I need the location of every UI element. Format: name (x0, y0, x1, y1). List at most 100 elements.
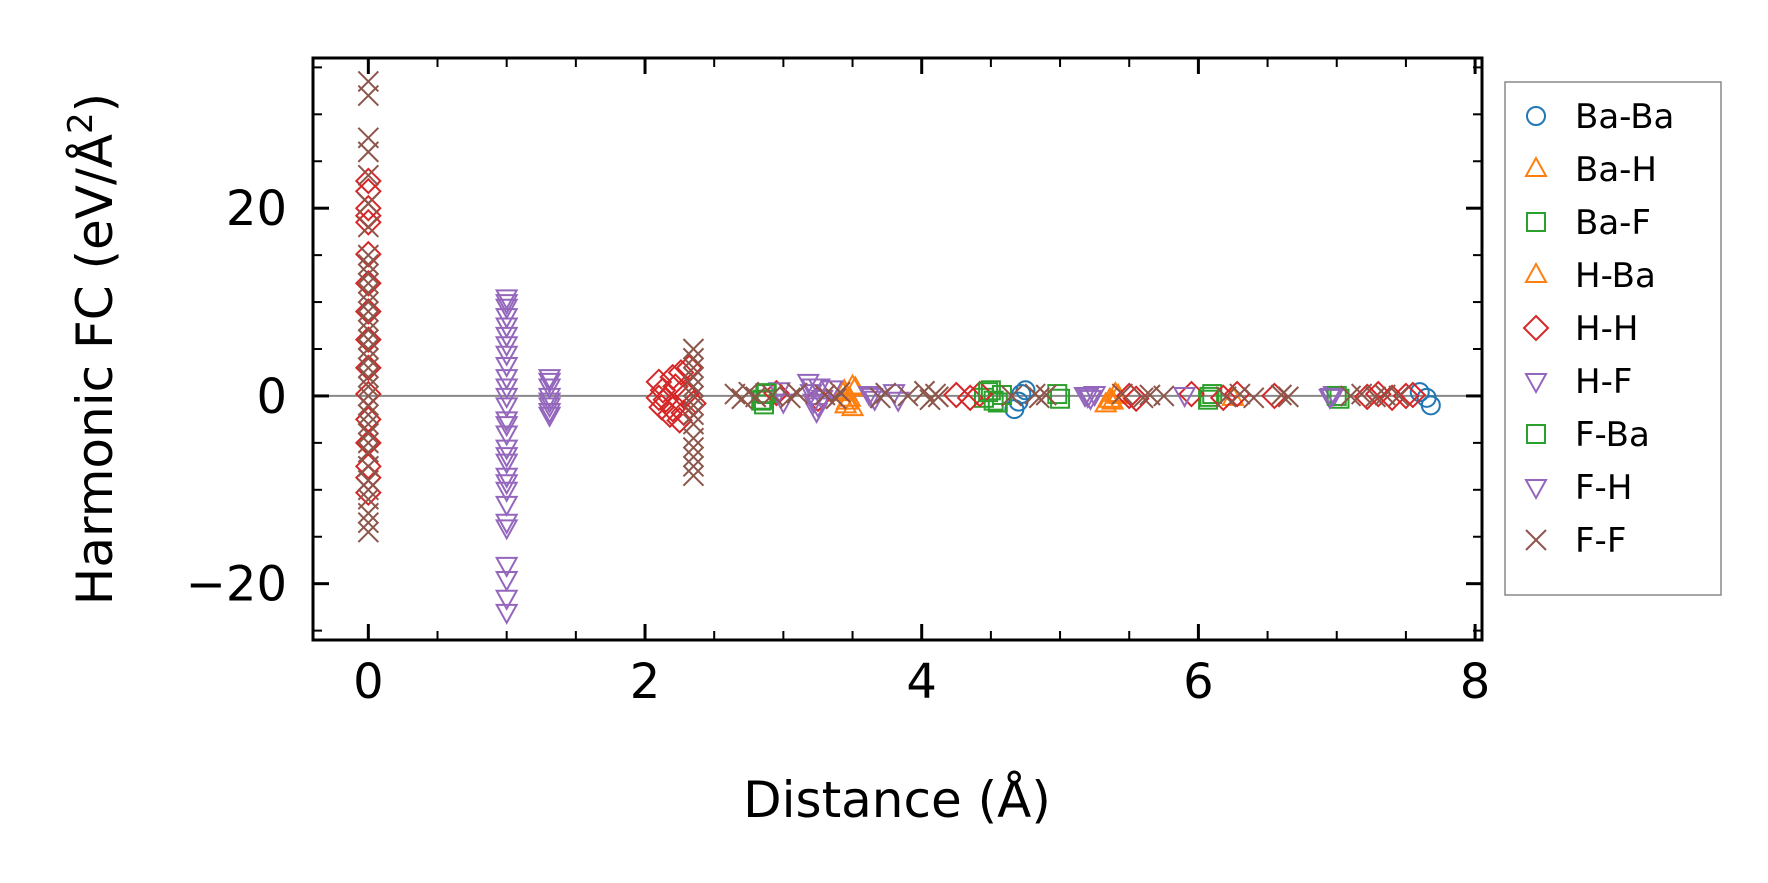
data-point-h-h (354, 452, 382, 480)
legend-label-f-f: F-F (1575, 521, 1626, 561)
x-tick-label: 2 (630, 654, 661, 710)
data-point-f-f (1035, 384, 1057, 406)
data-point-f-f (357, 216, 380, 238)
y-axis-title-superscript: 2 (61, 112, 101, 134)
data-point-f-f (357, 366, 380, 388)
data-point-ba-f (753, 394, 774, 415)
data-point-h-f (796, 373, 820, 395)
data-point-f-f (357, 479, 380, 501)
data-point-f-f (357, 263, 380, 285)
data-point-h-h (763, 379, 790, 407)
data-point-f-f (357, 300, 380, 323)
data-point-h-f (494, 570, 519, 593)
data-point-f-f (825, 388, 847, 410)
data-point-h-h (667, 359, 695, 386)
data-point-f-f (357, 469, 380, 492)
data-point-f-f (357, 319, 380, 341)
data-point-h-h (659, 363, 687, 391)
data-point-f-f (682, 404, 705, 426)
tick-labels-layer: 0 2 4 6 8 −20 0 20 (186, 181, 1491, 710)
data-point-h-h (966, 380, 994, 408)
legend-label-ba-f: Ba-F (1575, 203, 1651, 243)
data-point-f-h (494, 513, 519, 535)
data-point-f-f (357, 511, 380, 534)
data-point-h-f (494, 411, 519, 433)
data-point-h-f (1078, 389, 1103, 411)
data-point-f-f (357, 375, 380, 398)
legend-marker-f-f (1525, 529, 1547, 551)
data-point-h-h (673, 380, 700, 408)
legend: Ba-Ba Ba-H Ba-F H-Ba H-H H-F F-Ba F-H F-F (1504, 81, 1722, 596)
data-point-h-h (354, 326, 382, 354)
legend-marker-f-h (1524, 479, 1548, 501)
data-point-f-h (1319, 387, 1343, 409)
data-point-h-f (537, 406, 562, 428)
data-point-f-f (357, 432, 380, 454)
data-point-f-f (357, 502, 380, 524)
data-point-f-f (682, 357, 705, 379)
data-point-f-h (494, 447, 519, 469)
data-point-f-f (1364, 386, 1387, 408)
data-point-f-f (357, 394, 380, 417)
data-point-f-f (357, 84, 380, 107)
y-tick-label: 0 (256, 369, 287, 425)
data-point-f-f (357, 328, 380, 351)
data-point-f-f (357, 404, 380, 426)
data-point-ba-ba (1420, 395, 1441, 416)
data-point-h-h (354, 194, 382, 222)
data-point-h-f (494, 481, 519, 503)
data-point-h-f (494, 519, 519, 541)
data-point-h-f (494, 603, 519, 625)
data-point-f-f (682, 394, 705, 417)
data-point-f-f (738, 381, 760, 403)
data-point-f-f (761, 384, 784, 406)
data-point-f-f (357, 357, 380, 379)
x-tick-label: 4 (906, 654, 937, 710)
legend-label-f-ba: F-Ba (1575, 415, 1650, 455)
data-point-f-f (1153, 385, 1175, 407)
data-point-h-f (771, 393, 796, 415)
legend-marker-ba-h (1524, 155, 1548, 177)
data-point-f-f (357, 310, 380, 332)
data-point-h-h (354, 354, 382, 382)
data-point-f-f (897, 385, 919, 407)
data-point-f-h (494, 416, 519, 438)
data-point-h-h (645, 384, 673, 412)
data-point-f-f (1243, 387, 1265, 409)
data-point-f-f (875, 382, 897, 404)
data-point-f-f (779, 387, 801, 409)
legend-label-ba-ba: Ba-Ba (1575, 97, 1674, 137)
data-point-f-f (1277, 386, 1300, 408)
data-point-h-f (1082, 386, 1107, 408)
data-point-f-ba (1326, 385, 1347, 406)
legend-marker-ba-f (1526, 212, 1546, 232)
data-point-f-f (357, 385, 380, 407)
data-point-f-f (682, 436, 705, 459)
data-point-f-f (682, 446, 705, 468)
data-point-h-h (1392, 382, 1420, 410)
data-point-f-f (357, 141, 380, 163)
legend-label-ba-h: Ba-H (1575, 150, 1657, 190)
data-point-f-f (682, 338, 705, 360)
legend-marker-h-h (1522, 314, 1550, 342)
data-point-h-f (494, 439, 519, 461)
data-point-h-f (494, 397, 519, 419)
data-point-h-f (494, 356, 519, 379)
data-point-ba-f (980, 380, 1001, 401)
data-point-f-f (1388, 385, 1410, 407)
legend-marker-h-ba (1524, 261, 1548, 283)
data-point-h-h (1209, 384, 1237, 412)
data-point-f-f (1028, 387, 1051, 409)
points-layer (354, 70, 1441, 625)
data-point-f-h (494, 336, 519, 358)
data-point-f-f (357, 413, 380, 435)
data-point-f-f (357, 164, 380, 187)
data-point-f-f (357, 422, 380, 445)
data-point-h-h (1364, 380, 1392, 408)
data-point-f-h (806, 397, 830, 419)
y-tick-label: −20 (186, 557, 287, 613)
data-point-f-h (537, 372, 562, 394)
data-point-h-h (354, 240, 382, 268)
data-point-f-f (357, 338, 380, 360)
